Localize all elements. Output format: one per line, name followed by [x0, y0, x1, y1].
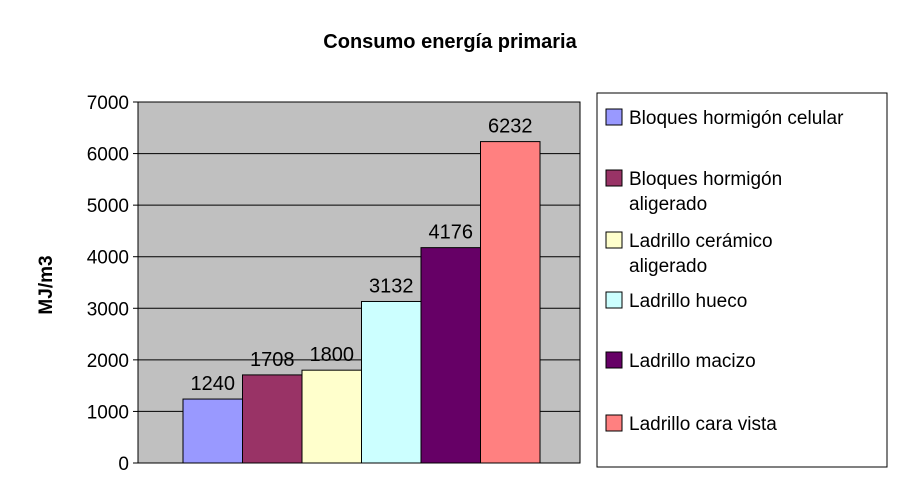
- legend-swatch: [605, 169, 623, 187]
- legend-label: Bloques hormigón aligerado: [629, 169, 782, 215]
- axes: 0 1000 2000 3000 4000 5000 6000 7000: [87, 93, 581, 475]
- legend: Bloques hormigón celular Bloques hormigón…: [596, 92, 888, 468]
- bar: [480, 141, 541, 464]
- data-label: 1240: [191, 373, 236, 395]
- data-label: 1800: [310, 344, 355, 366]
- data-label: 1708: [250, 349, 295, 371]
- legend-swatch: [605, 231, 623, 249]
- legend-swatch: [605, 108, 623, 126]
- data-label: 3132: [369, 275, 414, 297]
- legend-swatch: [605, 414, 623, 432]
- bar: [361, 300, 422, 464]
- bar: [301, 369, 362, 464]
- legend-label: Bloques hormigón celular: [629, 108, 844, 129]
- y-axis-label: MJ/m3: [36, 255, 57, 314]
- y-tick-label: 3000: [87, 299, 129, 320]
- y-tick-label: 1000: [87, 402, 129, 423]
- legend-label: Ladrillo macizo: [629, 351, 756, 372]
- data-label: 6232: [488, 116, 533, 138]
- bar: [242, 374, 303, 464]
- legend-label: Ladrillo cara vista: [629, 414, 777, 435]
- y-tick-label: 7000: [87, 93, 129, 114]
- chart-title: Consumo energía primaria: [323, 31, 577, 53]
- data-label: 4176: [429, 222, 474, 244]
- y-tick-label: 6000: [87, 145, 129, 166]
- data-labels: 1240 1708 1800 3132 4176 6232: [191, 116, 533, 395]
- bar: [420, 247, 481, 464]
- legend-box: [596, 92, 888, 468]
- legend-swatch: [605, 291, 623, 309]
- legend-swatch: [605, 351, 623, 369]
- y-tick-label: 5000: [87, 196, 129, 217]
- legend-label: Ladrillo cerámico aligerado: [629, 231, 773, 277]
- y-tick-label: 0: [118, 454, 129, 475]
- y-tick-label: 2000: [87, 351, 129, 372]
- legend-label: Ladrillo hueco: [629, 291, 747, 312]
- plot-border: [137, 101, 581, 464]
- bar: [182, 398, 243, 464]
- y-tick-label: 4000: [87, 248, 129, 269]
